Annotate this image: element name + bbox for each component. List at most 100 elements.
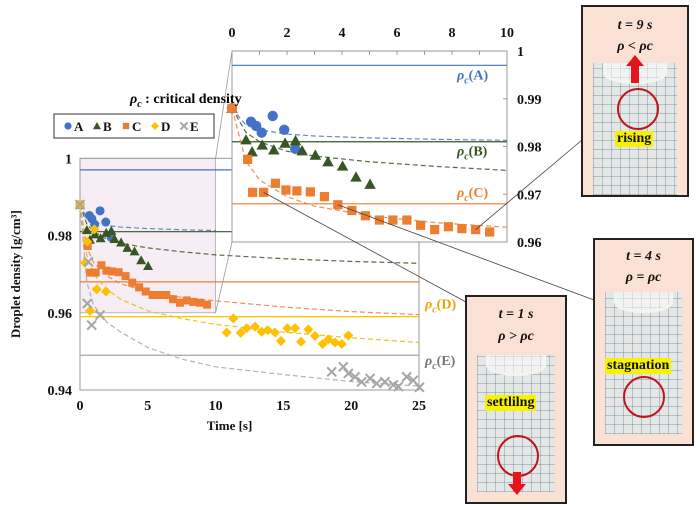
data-point-E [74,199,86,210]
data-point-D [235,327,246,338]
callout-line-t4 [337,204,595,301]
data-point-B [116,237,127,247]
x-axis-label: Time [s] [207,418,253,433]
inset-x-tick-label: 2 [284,26,291,41]
data-point-E [343,368,354,379]
x-tick-label: 10 [209,399,223,414]
data-point-E [349,371,361,383]
y-tick-label: 1 [65,152,72,167]
data-point-D [303,324,314,335]
legend-label-A: A [74,119,84,134]
inset-data-point-A [279,124,290,135]
inset-data-point-C [305,187,315,197]
inset-data-point-C [248,187,258,197]
droplet-circle [497,435,539,477]
inset-x-tick-label: 10 [500,26,514,41]
inset-data-point-C [416,220,426,230]
inset-y-tick-label: 0.99 [517,93,542,108]
inset-data-point-C [430,224,440,235]
data-point-B [89,229,100,239]
panel-relation: ρ < ρc [617,39,653,54]
data-point-E [83,256,94,268]
inset-data-point-C [402,215,412,225]
legend: ρc : critical density A B C D E [53,92,242,139]
data-point-B [122,242,133,252]
data-point-D [309,330,320,341]
legend-box [53,113,215,139]
data-point-E [326,366,337,378]
data-point-D [330,337,341,348]
legend-label-E: E [190,119,199,134]
arrow-up-icon [631,65,639,83]
rho-symbol: ρ [456,145,464,160]
data-point-D [317,339,328,350]
data-point-E [393,381,404,392]
critical-density-label-B: ρc(B) [456,145,488,163]
data-point-C [148,291,157,300]
legend-marker-D [151,122,159,130]
data-point-D [296,336,307,347]
legend-marker-E [179,121,189,131]
subscript: c [464,152,469,163]
data-point-C [135,283,144,292]
subscript: c [464,193,469,204]
inset-y-tick-label: 0.96 [517,236,542,251]
critical-density-label-C: ρc(C) [456,186,488,204]
data-point-B [129,246,140,256]
data-point-C [196,298,205,307]
data-point-E [414,382,425,393]
data-point-D [269,327,280,338]
data-point-C [189,297,198,306]
inset-data-point-B [296,145,308,156]
droplet-circle [617,88,659,130]
data-point-D [250,321,261,332]
subscript: c [464,75,469,86]
inset-y-tick-label: 1 [517,45,524,60]
inset-data-point-B [336,160,349,171]
data-point-C [114,268,123,277]
inset-data-point-B [268,144,280,155]
droplet-photo: stagnation [605,292,682,434]
data-point-D [290,323,301,334]
critical-density-label-E: ρc(E) [424,354,456,372]
x-tick-label: 0 [77,399,84,414]
connector-line [215,50,233,159]
data-point-B [81,225,92,235]
inset-x-tick-label: 6 [394,26,401,41]
inset-data-point-B [246,146,258,157]
data-point-E [356,376,367,388]
inset-data-point-B [350,171,362,182]
series-name: (A) [469,68,489,83]
legend-label-C: C [132,119,141,134]
x-tick-label: 5 [144,399,151,414]
data-point-C [128,278,137,287]
state-label: settlilng [485,395,537,411]
data-point-D [89,224,100,235]
photo-panel-t4: t = 4 s ρ = ρc stagnation [593,238,694,446]
inset-data-point-A [256,127,267,138]
state-label: rising [615,131,654,147]
data-point-A [95,206,105,216]
droplet-circle [623,376,665,418]
panel-relation: ρ > ρc [498,329,534,344]
data-point-B [109,234,120,244]
inset-data-point-C [443,222,454,232]
inset-data-point-B [279,137,291,148]
data-point-D [228,313,239,324]
callout-line-t1 [263,191,467,303]
inset-data-point-C [360,211,370,221]
data-point-D [241,323,252,334]
rho-symbol: ρ [456,68,464,83]
panel-time: t = 9 s [617,18,653,33]
droplet-photo: rising [593,55,677,195]
data-point-A [101,217,111,227]
inset-x-tick-label: 8 [449,26,456,41]
y-tick-label: 0.94 [48,384,73,399]
inset-data-point-A [290,143,301,155]
data-point-E [379,376,391,388]
arrow-down-icon [513,472,521,484]
data-point-B [106,225,117,235]
inset-data-point-C [243,154,253,164]
